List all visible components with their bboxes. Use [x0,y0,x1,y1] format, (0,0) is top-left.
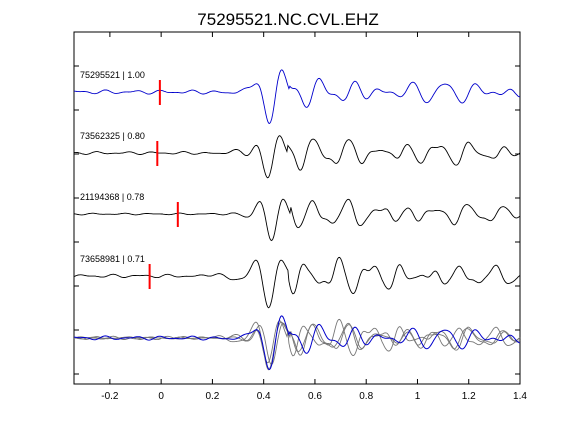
x-tick-label: 0.2 [205,391,219,402]
y-axis-ticks [74,65,520,375]
plot-frame [73,31,521,385]
x-tick-label: 0.6 [308,391,322,402]
trace-label: 73562325 | 0.80 [80,131,145,141]
x-axis-ticks: -0.2 0 0.2 0.4 0.6 0.8 1 1.2 1.4 [101,32,527,402]
trace-group: 75295521 | 1.00 73562325 | 0.80 21194368 |… [73,69,521,309]
x-tick-label: 1.2 [462,391,476,402]
x-tick-label: 0.4 [257,391,271,402]
trace-label: 75295521 | 1.00 [80,70,145,80]
trace-line [74,135,521,179]
x-tick-label: -0.2 [101,391,119,402]
x-tick-label: 0 [158,391,164,402]
x-tick-label: 0.8 [359,391,373,402]
chart-title: 75295521.NC.CVL.EHZ [197,10,378,29]
trace-line [73,198,521,242]
trace-label: 73658981 | 0.71 [80,254,145,264]
trace-line [73,256,521,309]
x-tick-label: 1.4 [513,391,527,402]
overlay-trace [73,318,521,371]
trace-label: 21194368 | 0.78 [80,192,144,202]
overlay-trace [74,320,521,364]
trace-line [73,69,521,125]
x-tick-label: 1 [415,391,421,402]
overlay-reference-trace [73,315,521,371]
overlay-stack [73,315,521,371]
